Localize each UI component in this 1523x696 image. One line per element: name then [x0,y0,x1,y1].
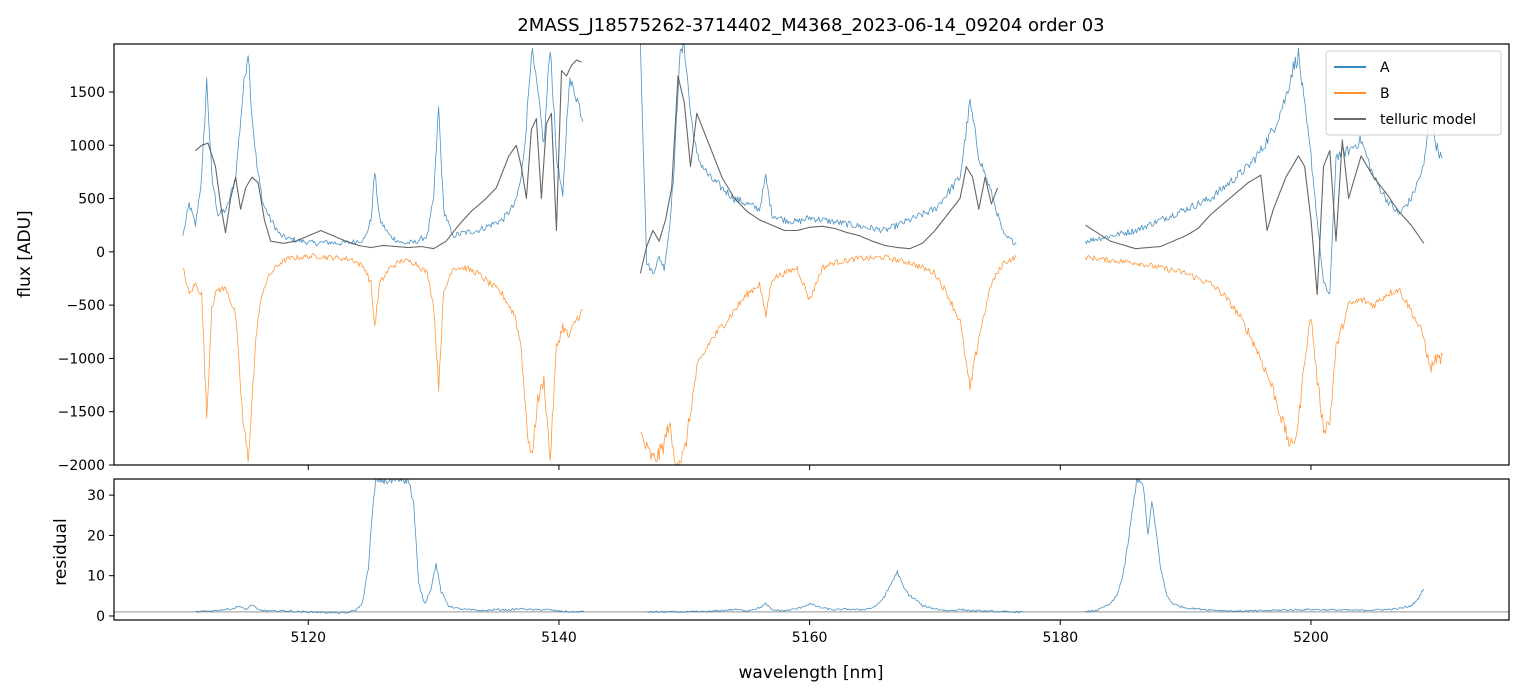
flux-y-tick-label: 1000 [69,138,105,154]
flux-series-telluric-model-segment [195,59,582,250]
flux-series-b-segment [640,254,1017,465]
flux-series-telluric-model-segment [639,75,999,274]
flux-series-a-segment [640,44,1017,275]
residual-x-tick-label: 5120 [290,630,326,646]
flux-series-b-segment [1085,254,1443,447]
flux-y-tick-label: −1000 [58,351,105,367]
x-axis-label: wavelength [nm] [738,663,883,683]
residual-y-tick-label: 30 [87,488,105,504]
residual-x-tick-label: 5180 [1042,630,1078,646]
flux-plot-area [182,44,1443,465]
flux-y-tick-label: −500 [67,298,105,314]
flux-y-axis-label: flux [ADU] [15,210,35,297]
legend-label-telluric: telluric model [1380,112,1476,128]
flux-axes: −2000 −1500 −1000 −500 0 500 1000 1500 [58,85,1312,474]
legend-label-b: B [1380,86,1390,102]
residual-x-tick-label: 5200 [1293,630,1329,646]
legend: A B telluric model [1325,50,1502,136]
flux-y-tick-label: 500 [78,192,105,208]
residual-plot-area [114,479,1509,614]
legend-label-a: A [1380,60,1390,76]
flux-y-tick-label: −1500 [58,405,105,421]
residual-y-tick-label: 10 [87,569,105,585]
legend-box [1325,50,1502,136]
residual-series-residual-segment [1085,479,1425,613]
residual-x-tick-label: 5140 [541,630,577,646]
residual-series-residual-segment [195,479,585,614]
residual-x-tick-label: 5160 [792,630,828,646]
flux-y-tick-label: 0 [96,245,105,261]
residual-axes-frame [113,478,1510,621]
chart-title: 2MASS_J18575262-3714402_M4368_2023-06-14… [517,15,1104,36]
flux-y-tick-label: −2000 [58,458,105,474]
flux-series-a-segment [1085,47,1443,294]
flux-axes-frame [113,43,1510,466]
flux-series-b-segment [182,253,583,463]
flux-y-tick-label: 1500 [69,85,105,101]
residual-y-tick-label: 20 [87,528,105,544]
residual-series-residual-segment [646,569,1023,614]
residual-y-tick-label: 0 [96,609,105,625]
flux-series-a-segment [182,48,584,247]
flux-series-telluric-model-segment [1085,139,1425,296]
residual-axes: 0 10 20 30 5120 5140 5160 5180 5200 [87,488,1329,646]
residual-y-axis-label: residual [51,518,71,585]
